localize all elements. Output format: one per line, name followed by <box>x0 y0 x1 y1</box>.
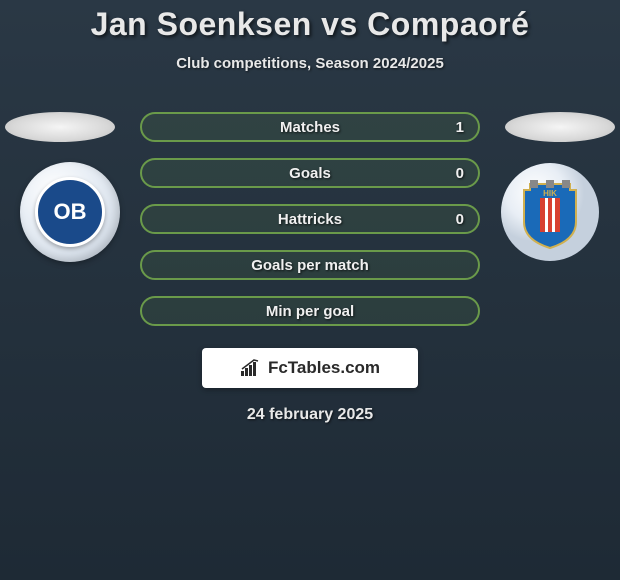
stat-label: Matches <box>280 119 340 136</box>
stat-row-mpg: Min per goal <box>140 296 480 326</box>
stats-area: OB HIK <box>0 112 620 332</box>
stat-value-right: 0 <box>456 211 464 228</box>
stat-label: Goals per match <box>251 257 369 274</box>
page-title: Jan Soenksen vs Compaoré <box>0 0 620 43</box>
attribution-badge[interactable]: FcTables.com <box>202 348 418 388</box>
stat-label: Min per goal <box>266 303 354 320</box>
stat-row-matches: Matches 1 <box>140 112 480 142</box>
stat-label: Hattricks <box>278 211 342 228</box>
stat-row-gpm: Goals per match <box>140 250 480 280</box>
stat-value-right: 0 <box>456 165 464 182</box>
chart-icon <box>240 359 262 377</box>
footer-date: 24 february 2025 <box>0 406 620 424</box>
club-badge-left: OB <box>20 162 120 262</box>
stat-row-goals: Goals 0 <box>140 158 480 188</box>
attribution-text: FcTables.com <box>268 358 380 378</box>
player-photo-left <box>5 112 115 142</box>
player-photo-right <box>505 112 615 142</box>
stat-row-hattricks: Hattricks 0 <box>140 204 480 234</box>
subtitle: Club competitions, Season 2024/2025 <box>0 55 620 72</box>
stat-rows: Matches 1 Goals 0 Hattricks 0 Goals per … <box>140 112 480 342</box>
stat-label: Goals <box>289 165 331 182</box>
club-badge-right: HIK <box>500 162 600 262</box>
club-crest-right: HIK <box>500 162 600 262</box>
svg-text:HIK: HIK <box>543 189 557 198</box>
club-crest-left: OB <box>35 177 105 247</box>
stat-value-right: 1 <box>456 119 464 136</box>
